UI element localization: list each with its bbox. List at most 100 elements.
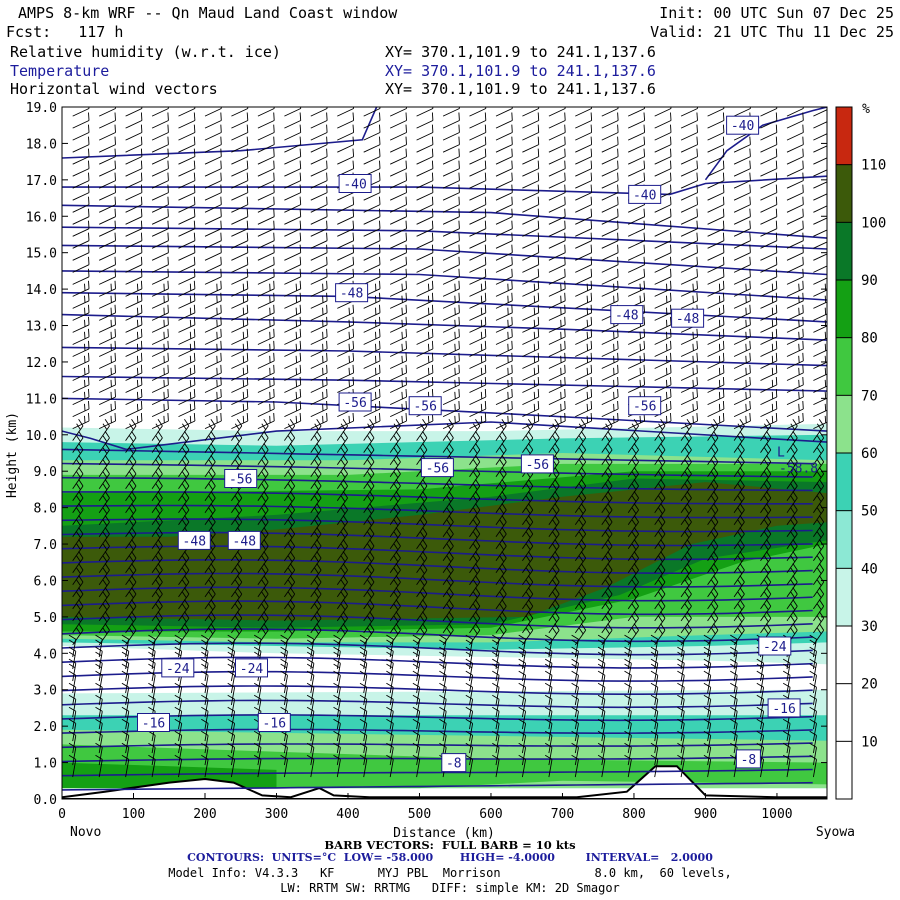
barb-shaft — [284, 617, 296, 634]
barb-feather — [352, 220, 355, 229]
barb-feather — [316, 623, 322, 631]
wind-barb — [204, 316, 222, 333]
wind-barb — [227, 754, 236, 778]
barb-shaft — [363, 449, 375, 465]
wind-barb — [310, 172, 328, 189]
barb-shaft — [363, 723, 368, 742]
barb-shaft — [310, 581, 322, 598]
barb-shaft — [337, 336, 354, 345]
wind-barb — [68, 718, 77, 742]
barb-shaft — [416, 569, 428, 586]
barb-feather — [184, 467, 190, 475]
barb-shaft — [654, 252, 672, 261]
barb-shaft — [310, 192, 328, 201]
barb-shaft — [72, 533, 84, 550]
wind-barb — [284, 563, 296, 586]
barb-feather — [95, 663, 102, 669]
barb-shaft — [336, 521, 348, 538]
barb-feather — [670, 268, 672, 277]
barb-feather — [359, 742, 368, 748]
wind-barb — [336, 527, 348, 550]
barb-feather — [367, 543, 372, 550]
wind-barb — [284, 479, 296, 501]
wind-barb — [151, 304, 169, 321]
wind-barb — [231, 124, 249, 141]
wind-barb — [253, 754, 262, 778]
barb-shaft — [151, 629, 163, 646]
wind-barb — [98, 515, 110, 538]
barb-feather — [431, 280, 434, 289]
barb-feather — [189, 319, 192, 327]
barb-shaft — [442, 156, 460, 165]
wind-barb — [363, 400, 381, 418]
barb-shaft — [151, 312, 169, 321]
barb-feather — [273, 148, 275, 157]
barb-shaft — [204, 699, 209, 718]
barb-feather — [306, 646, 315, 652]
barb-feather — [148, 670, 156, 676]
barb-feather — [182, 627, 187, 635]
barb-feather — [431, 388, 434, 398]
barb-shaft — [310, 545, 322, 562]
barb-feather — [273, 124, 275, 133]
barb-feather — [564, 352, 566, 361]
wind-barb — [99, 220, 116, 237]
wind-barb — [257, 418, 269, 441]
barb-shaft — [363, 156, 381, 165]
barb-feather — [210, 443, 216, 451]
wind-barb — [231, 587, 243, 610]
wind-barb — [416, 503, 428, 525]
barb-feather — [295, 415, 298, 423]
barb-shaft — [257, 449, 269, 465]
barb-shaft — [125, 264, 143, 273]
barb-feather — [537, 268, 540, 277]
barb-feather — [140, 400, 143, 410]
barb-feather — [234, 555, 240, 563]
barb-feather — [431, 148, 434, 157]
barb-feather — [136, 355, 139, 363]
barb-shaft — [204, 312, 222, 321]
wind-barb — [72, 412, 90, 430]
wind-barb — [68, 646, 77, 670]
wind-barb — [310, 148, 328, 165]
barb-feather — [670, 400, 672, 410]
barb-shaft — [495, 180, 513, 189]
barb-feather — [692, 343, 694, 351]
barb-shaft — [257, 759, 262, 778]
barb-shaft — [257, 156, 275, 165]
barb-feather — [220, 256, 222, 265]
barb-shaft — [231, 348, 248, 357]
barb-feather — [88, 388, 90, 398]
barb-shaft — [363, 699, 368, 718]
barb-feather — [201, 634, 209, 640]
barb-feather — [405, 196, 407, 205]
barb-feather — [114, 292, 116, 301]
wind-barb — [257, 551, 269, 574]
barb-shaft — [389, 569, 401, 586]
barb-shaft — [495, 372, 513, 381]
barb-feather — [484, 220, 487, 229]
barb-feather — [326, 412, 328, 422]
barb-shaft — [469, 372, 486, 381]
barb-shaft — [231, 437, 243, 453]
barb-shaft — [125, 473, 137, 489]
barb-shaft — [442, 312, 460, 321]
wind-barb — [99, 107, 116, 117]
barb-feather — [184, 479, 190, 487]
barb-feather — [484, 388, 487, 398]
barb-feather — [78, 418, 84, 427]
wind-barb — [151, 539, 163, 562]
barb-feather — [84, 319, 86, 327]
barb-feather — [182, 615, 187, 623]
wind-barb-layer — [68, 107, 827, 778]
barb-feather — [431, 112, 434, 121]
barb-feather — [220, 280, 222, 289]
barb-feather — [78, 467, 84, 475]
wind-barb — [231, 172, 249, 189]
barb-shaft — [469, 252, 486, 261]
barb-feather — [78, 563, 84, 571]
barb-shaft — [469, 336, 486, 345]
wind-barb — [72, 172, 90, 189]
wind-barb — [390, 232, 407, 249]
barb-feather — [273, 316, 275, 325]
